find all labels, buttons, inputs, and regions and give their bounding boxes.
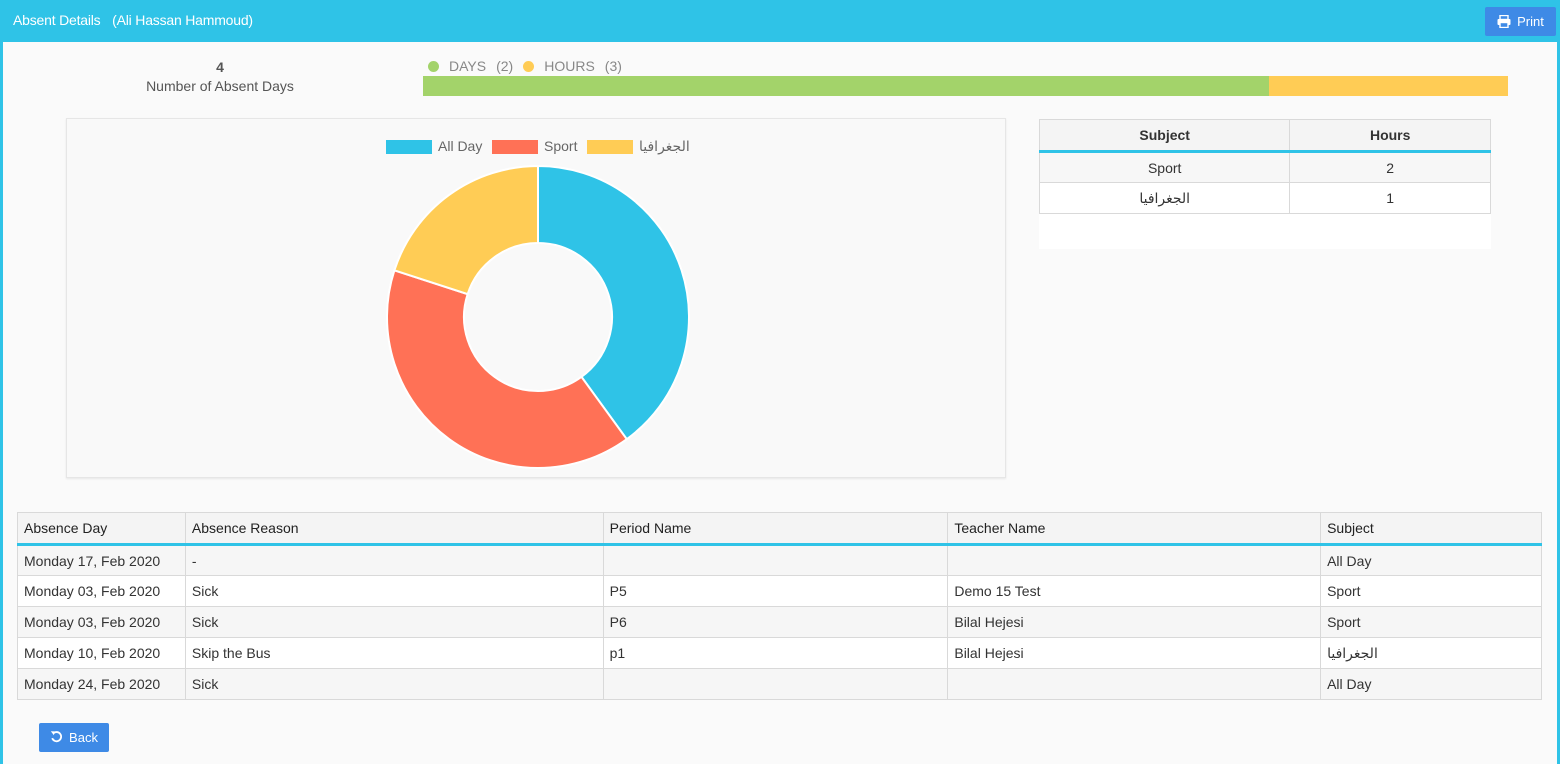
days-dot [428,60,439,72]
legend-item[interactable]: Sport [492,138,578,154]
subject-header[interactable]: Subject [1038,119,1291,153]
absence-details-table: Absence Day Absence Reason Period Name T… [17,512,1542,700]
teacher-name-cell [947,668,1322,700]
page-title: Absent Details (Ali Hassan Hammoud) [13,12,253,28]
hours-legend-count: (3) [604,58,622,74]
hours-cell: 2 [1289,151,1491,183]
absence-day-cell: Monday 03, Feb 2020 [17,606,186,638]
donut-slice[interactable] [537,164,690,441]
undo-icon [50,730,63,746]
absence-day-cell: Monday 03, Feb 2020 [17,575,186,607]
legend-item[interactable]: All Day [386,138,482,154]
period-name-cell: P5 [602,575,949,607]
absence-reason-cell: Skip the Bus [184,637,604,669]
hours-header[interactable]: Hours [1289,119,1491,153]
absent-days-summary: 4 Number of Absent Days [120,58,320,96]
table-row: Monday 10, Feb 2020 Skip the Bus p1 Bila… [17,637,1542,669]
days-progress-segment [423,76,1270,96]
period-name-cell [602,668,949,700]
table-row: Monday 03, Feb 2020 Sick P5 Demo 15 Test… [17,575,1542,607]
donut-slice[interactable] [386,269,629,469]
period-name-cell [602,544,949,576]
subject-hours-table: Subject Hours Sport 2 الجغرافيا 1 [1038,119,1491,214]
subject-cell: الجغرافيا [1038,182,1291,214]
legend-swatch [386,140,432,154]
subject-cell: الجغرافيا [1320,637,1542,669]
legend-label: Sport [544,138,578,154]
hours-legend-label: HOURS [544,58,595,74]
absence-reason-cell: - [184,544,604,576]
printer-icon [1497,15,1511,28]
subject-cell: All Day [1320,544,1542,576]
days-legend-count: (2) [496,58,514,74]
absent-days-label: Number of Absent Days [146,78,294,94]
teacher-name-cell: Bilal Hejesi [947,606,1322,638]
subject-cell: Sport [1320,606,1542,638]
hours-cell: 1 [1289,182,1491,214]
absence-day-header[interactable]: Absence Day [17,512,186,546]
absence-day-cell: Monday 17, Feb 2020 [17,544,186,576]
table-row: Monday 17, Feb 2020 - All Day [17,544,1542,576]
subject-header[interactable]: Subject [1320,512,1542,546]
progress-legend: DAYS (2) HOURS (3) [428,58,632,74]
period-name-header[interactable]: Period Name [602,512,949,546]
donut-slice[interactable] [393,164,539,296]
print-button[interactable]: Print [1485,7,1556,36]
subject-cell: Sport [1038,151,1291,183]
print-label: Print [1517,14,1544,29]
period-name-cell: p1 [602,637,949,669]
absence-day-cell: Monday 24, Feb 2020 [17,668,186,700]
table-row: الجغرافيا 1 [1038,182,1491,214]
table-row: Sport 2 [1038,151,1491,183]
teacher-name-cell: Bilal Hejesi [947,637,1322,669]
absence-reason-cell: Sick [184,575,604,607]
teacher-name-cell [947,544,1322,576]
hours-progress-segment [1269,76,1508,96]
back-label: Back [69,730,98,745]
absence-reason-cell: Sick [184,606,604,638]
legend-swatch [587,140,633,154]
student-name: (Ali Hassan Hammoud) [112,12,253,28]
absence-donut-chart: All Day Sport الجغرافيا [386,138,690,469]
absent-days-value: 4 [216,59,224,75]
absence-progress-bar [423,76,1508,96]
subject-hours-panel: Subject Hours Sport 2 الجغرافيا 1 [1038,119,1491,249]
absence-reason-header[interactable]: Absence Reason [184,512,604,546]
table-row: Monday 03, Feb 2020 Sick P6 Bilal Hejesi… [17,606,1542,638]
period-name-cell: P6 [602,606,949,638]
title-text: Absent Details [13,12,101,28]
teacher-name-header[interactable]: Teacher Name [947,512,1322,546]
page-header: Absent Details (Ali Hassan Hammoud) Prin… [0,0,1560,42]
subject-cell: All Day [1320,668,1542,700]
absence-reason-cell: Sick [184,668,604,700]
absence-day-cell: Monday 10, Feb 2020 [17,637,186,669]
days-legend-label: DAYS [449,58,487,74]
subject-cell: Sport [1320,575,1542,607]
table-row: Monday 24, Feb 2020 Sick All Day [17,668,1542,700]
legend-swatch [492,140,538,154]
teacher-name-cell: Demo 15 Test [947,575,1322,607]
back-button[interactable]: Back [39,723,109,752]
legend-label: الجغرافيا [639,138,690,155]
legend-item[interactable]: الجغرافيا [587,138,690,155]
absence-chart-panel: All Day Sport الجغرافيا [66,118,1006,478]
legend-label: All Day [438,138,482,154]
hours-dot [523,60,535,72]
